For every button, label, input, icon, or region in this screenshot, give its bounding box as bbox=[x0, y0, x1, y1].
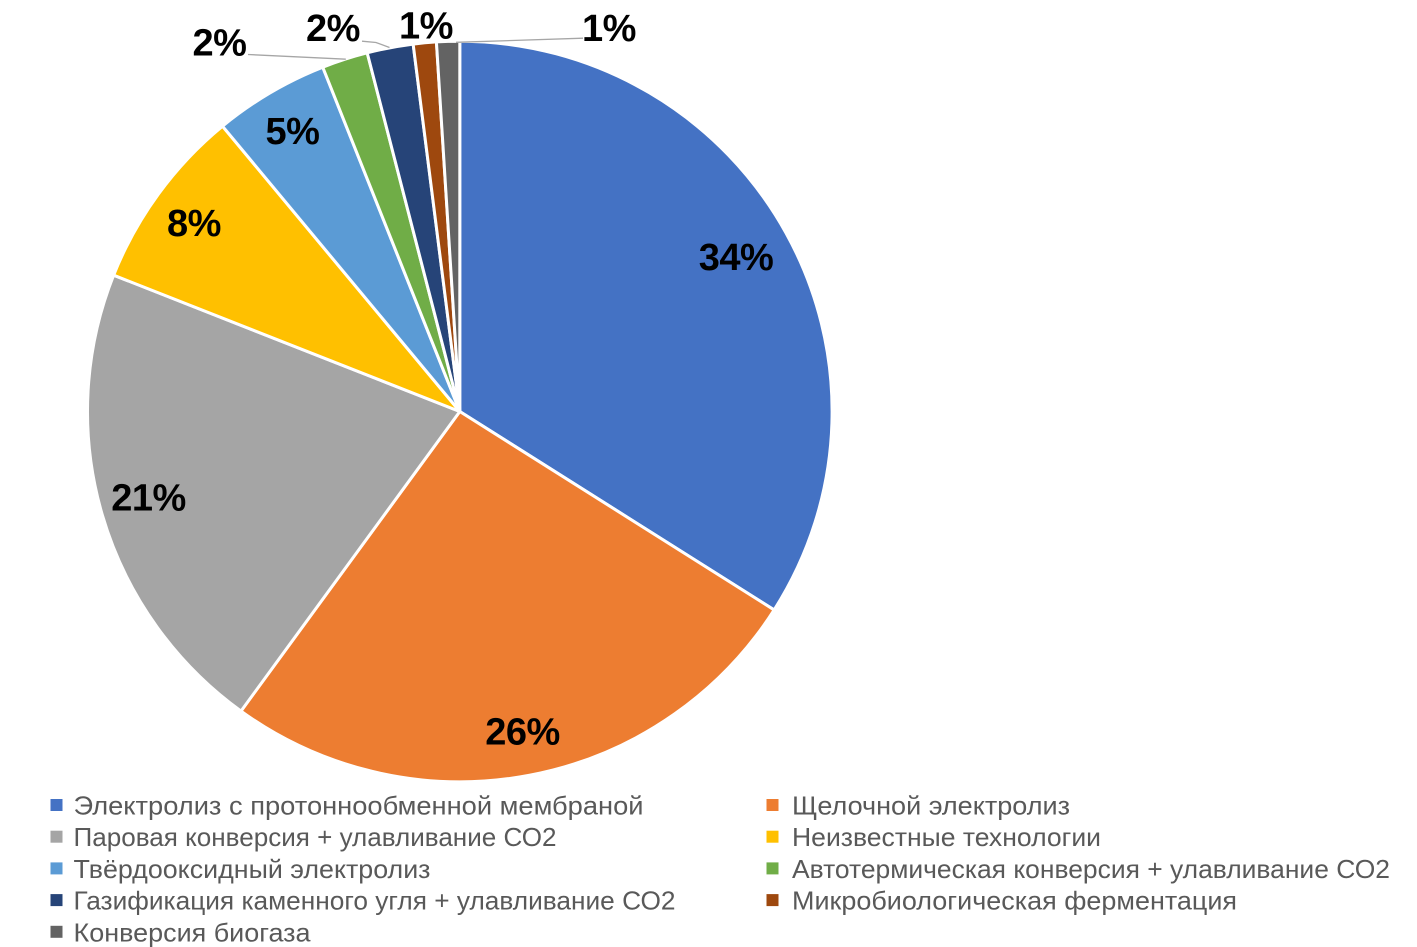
svg-text:Микробиологическая ферментация: Микробиологическая ферментация bbox=[792, 886, 1237, 916]
svg-text:2%: 2% bbox=[306, 8, 360, 50]
svg-text:2%: 2% bbox=[193, 23, 247, 65]
svg-text:Газификация каменного угля + у: Газификация каменного угля + улавливание… bbox=[74, 886, 676, 916]
svg-text:21%: 21% bbox=[111, 477, 186, 519]
svg-text:Неизвестные технологии: Неизвестные технологии bbox=[792, 822, 1101, 852]
svg-text:Щелочной электролиз: Щелочной электролиз bbox=[792, 791, 1070, 821]
svg-text:Автотермическая конверсия + ул: Автотермическая конверсия + улавливание … bbox=[792, 854, 1390, 884]
svg-text:1%: 1% bbox=[399, 5, 453, 47]
svg-text:26%: 26% bbox=[485, 711, 560, 753]
svg-text:1%: 1% bbox=[582, 8, 636, 50]
svg-text:34%: 34% bbox=[699, 237, 774, 279]
svg-text:5%: 5% bbox=[266, 111, 320, 153]
svg-text:8%: 8% bbox=[167, 203, 221, 245]
svg-text:Электролиз с протоннообменной: Электролиз с протоннообменной мембраной bbox=[74, 791, 644, 821]
svg-text:Паровая конверсия + улавливани: Паровая конверсия + улавливание СО2 bbox=[74, 822, 557, 852]
svg-text:Твёрдооксидный электролиз: Твёрдооксидный электролиз bbox=[74, 854, 431, 884]
svg-text:Конверсия биогаза: Конверсия биогаза bbox=[74, 917, 312, 947]
